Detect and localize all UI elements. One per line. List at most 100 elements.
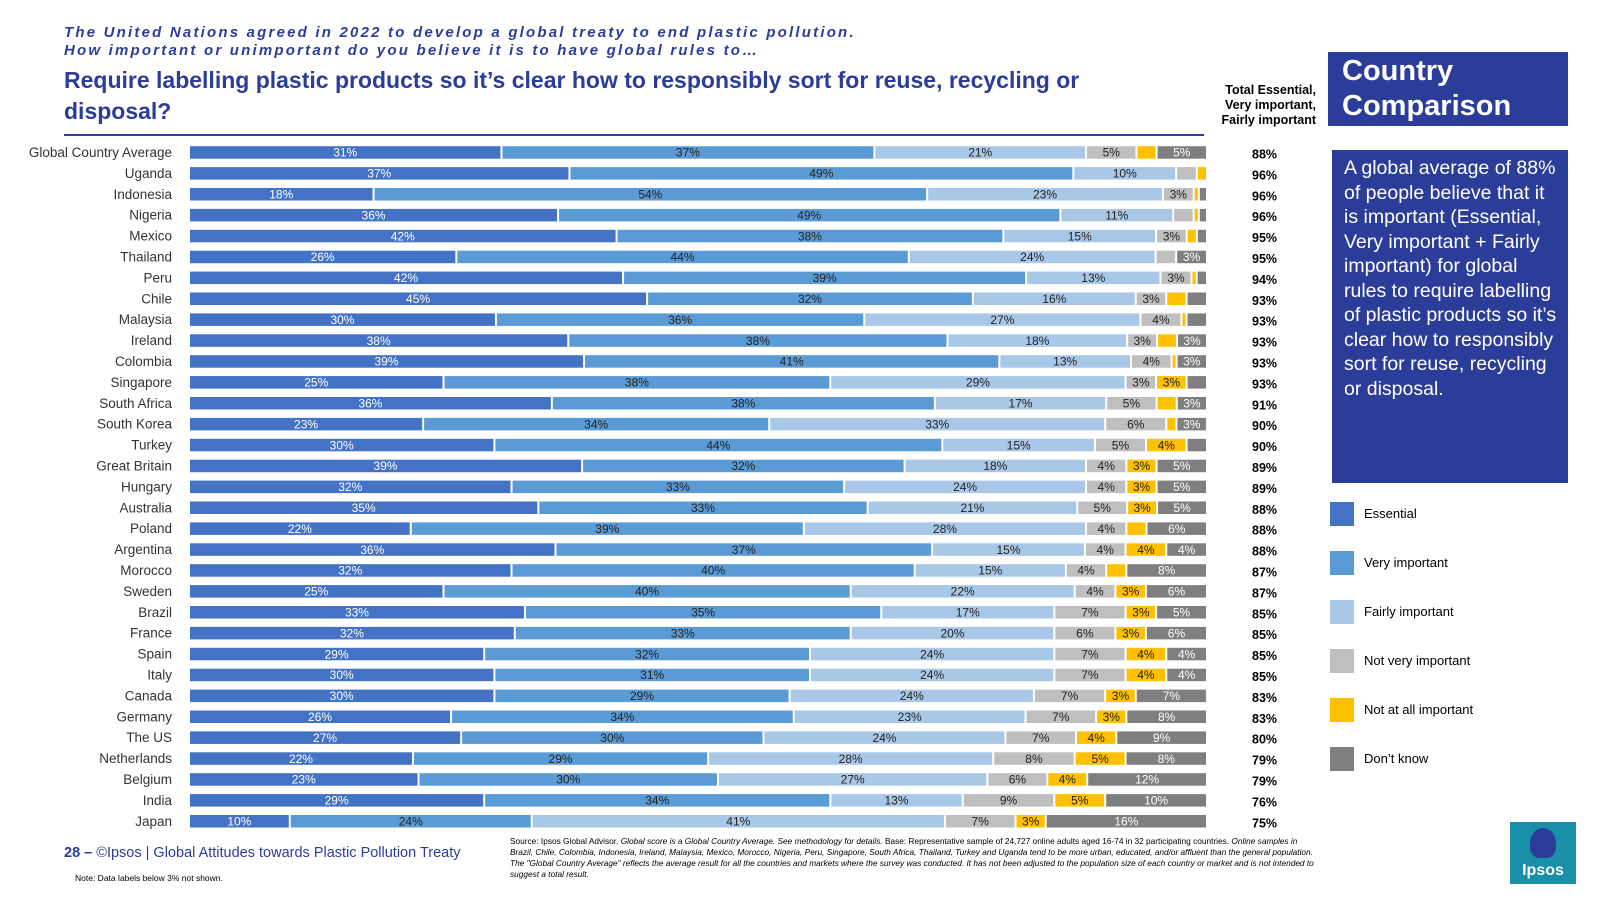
logo-mark-icon bbox=[1530, 828, 1556, 858]
comparison-title-line: Country bbox=[1342, 55, 1454, 87]
bar-very-important bbox=[502, 146, 874, 159]
bar-very-important bbox=[552, 397, 934, 410]
bar-value-label: 5% bbox=[1094, 501, 1112, 515]
total-value-label: 95% bbox=[1252, 231, 1277, 245]
bar-value-label: 24% bbox=[920, 647, 944, 661]
bar-not-very-important bbox=[1174, 208, 1193, 222]
bar-very-important bbox=[496, 313, 864, 326]
bar-essential bbox=[190, 376, 443, 389]
bar-not-very-important bbox=[1136, 292, 1166, 305]
country-label: Malaysia bbox=[119, 312, 173, 327]
bar-fairly-important bbox=[905, 459, 1086, 473]
bar-value-label: 15% bbox=[1068, 229, 1092, 243]
total-header-line: Very important, bbox=[1225, 98, 1316, 112]
bar-value-label: 29% bbox=[549, 752, 573, 766]
total-value-label: 88% bbox=[1252, 545, 1277, 559]
bar-value-label: 17% bbox=[956, 605, 980, 619]
bar-value-label: 10% bbox=[1113, 167, 1137, 181]
bar-not-at-all-important bbox=[1127, 459, 1156, 473]
total-value-label: 83% bbox=[1252, 712, 1277, 726]
bar-value-label: 23% bbox=[898, 710, 922, 724]
bar-value-label: 30% bbox=[330, 668, 354, 682]
bar-value-label: 41% bbox=[780, 355, 804, 369]
bar-essential bbox=[190, 731, 461, 744]
country-label: Netherlands bbox=[99, 751, 172, 766]
bar-value-label: 4% bbox=[1086, 585, 1104, 599]
country-label: Sweden bbox=[123, 584, 172, 599]
bar-value-label: 29% bbox=[966, 376, 990, 390]
country-label: Thailand bbox=[120, 249, 172, 264]
bar-very-important bbox=[512, 564, 914, 577]
bar-not-very-important bbox=[1078, 501, 1127, 514]
bar-value-label: 32% bbox=[338, 480, 362, 494]
bar-fairly-important bbox=[928, 188, 1162, 201]
bar-very-important bbox=[462, 731, 763, 744]
bar-not-very-important bbox=[1055, 606, 1125, 619]
bar-very-important bbox=[485, 647, 809, 661]
bar-value-label: 25% bbox=[304, 376, 328, 390]
bar-value-label: 3% bbox=[1163, 376, 1181, 390]
bar-value-label: 24% bbox=[1020, 250, 1044, 264]
report-title: | Global Attitudes towards Plastic Pollu… bbox=[145, 845, 461, 861]
bar-dont-know bbox=[1127, 710, 1206, 723]
bar-essential bbox=[190, 626, 514, 640]
bar-fairly-important bbox=[845, 480, 1086, 494]
bar-not-at-all-important bbox=[1194, 188, 1198, 201]
bar-fairly-important bbox=[943, 438, 1095, 452]
bar-very-important bbox=[617, 229, 1003, 243]
bar-fairly-important bbox=[1061, 208, 1173, 222]
bar-fairly-important bbox=[875, 146, 1086, 159]
bar-not-very-important bbox=[1075, 585, 1115, 598]
bar-not-at-all-important bbox=[1127, 480, 1156, 494]
bar-value-label: 33% bbox=[691, 501, 715, 515]
legend-item-very-important: Very important bbox=[1330, 551, 1570, 575]
bar-value-label: 27% bbox=[841, 773, 865, 787]
bar-value-label: 13% bbox=[1053, 355, 1077, 369]
bar-value-label: 7% bbox=[1163, 689, 1181, 703]
total-value-label: 96% bbox=[1252, 168, 1277, 182]
total-header-line: Fairly important bbox=[1221, 113, 1316, 127]
country-label: The US bbox=[126, 730, 172, 745]
bar-value-label: 40% bbox=[635, 585, 659, 599]
bar-not-at-all-important bbox=[1192, 271, 1196, 285]
bar-fairly-important bbox=[794, 710, 1025, 723]
bar-value-label: 37% bbox=[367, 167, 391, 181]
country-label: Spain bbox=[137, 647, 172, 662]
bar-fairly-important bbox=[804, 522, 1086, 535]
bar-very-important bbox=[585, 355, 999, 368]
total-header-line: Total Essential, bbox=[1225, 83, 1316, 97]
bar-value-label: 29% bbox=[630, 689, 654, 703]
source-italic-2: Online samples in Brazil, Chile, Colombi… bbox=[510, 836, 1314, 879]
country-label: Singapore bbox=[110, 375, 172, 390]
bar-not-very-important bbox=[945, 815, 1015, 828]
page-number: 28 – bbox=[64, 845, 93, 861]
bar-value-label: 42% bbox=[391, 229, 415, 243]
bar-value-label: 3% bbox=[1132, 605, 1150, 619]
bar-not-very-important bbox=[1126, 376, 1156, 389]
bar-value-label: 5% bbox=[1103, 146, 1121, 160]
bar-value-label: 7% bbox=[972, 814, 990, 828]
bar-value-label: 27% bbox=[313, 731, 337, 745]
bar-value-label: 17% bbox=[1009, 396, 1033, 410]
bar-value-label: 39% bbox=[813, 271, 837, 285]
bar-value-label: 36% bbox=[668, 313, 692, 327]
bar-very-important bbox=[485, 794, 830, 807]
bar-fairly-important bbox=[868, 501, 1077, 514]
bar-value-label: 4% bbox=[1097, 543, 1115, 557]
bar-value-label: 16% bbox=[1042, 292, 1066, 306]
bar-value-label: 26% bbox=[311, 250, 335, 264]
bar-value-label: 35% bbox=[352, 501, 376, 515]
total-value-label: 91% bbox=[1252, 398, 1277, 412]
bar-value-label: 24% bbox=[872, 731, 896, 745]
bar-not-very-important bbox=[1055, 668, 1125, 682]
legend-label: Not at all important bbox=[1364, 702, 1474, 717]
bar-value-label: 31% bbox=[333, 146, 357, 160]
bar-value-label: 6% bbox=[1076, 626, 1094, 640]
bar-value-label: 49% bbox=[797, 208, 821, 222]
total-value-label: 79% bbox=[1252, 754, 1277, 768]
bar-value-label: 18% bbox=[269, 187, 293, 201]
bar-not-very-important bbox=[1087, 480, 1126, 494]
legend-swatch bbox=[1330, 649, 1354, 673]
bar-value-label: 8% bbox=[1158, 710, 1176, 724]
bar-value-label: 36% bbox=[362, 208, 386, 222]
